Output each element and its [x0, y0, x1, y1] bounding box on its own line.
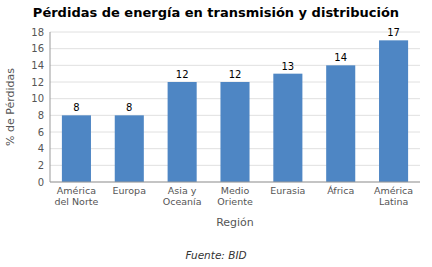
bar	[168, 82, 197, 182]
x-tick-label-line: África	[327, 185, 354, 196]
data-label: 8	[126, 102, 132, 113]
data-label: 12	[229, 69, 242, 80]
grid-line	[50, 32, 420, 33]
x-tick-label-line: Oceanía	[163, 196, 202, 207]
y-tick-label: 18	[31, 27, 44, 38]
bars	[62, 40, 408, 182]
data-label: 8	[73, 102, 79, 113]
bar	[326, 65, 355, 182]
y-tick-label: 12	[31, 77, 44, 88]
x-tick-label: Eurasia	[270, 185, 305, 196]
bar	[62, 115, 91, 182]
grid-line	[50, 182, 420, 183]
chart: Pérdidas de energía en transmisión y dis…	[0, 0, 432, 267]
y-tick-label: 14	[31, 60, 44, 71]
x-tick-label-line: del Norte	[54, 196, 98, 207]
annotation: Fuente: BID	[185, 249, 246, 261]
data-label: 13	[281, 61, 294, 72]
y-tick-label: 2	[38, 160, 44, 171]
grid-line	[50, 65, 420, 66]
x-tick-label: Asia yOceanía	[163, 185, 202, 207]
bar	[379, 40, 408, 182]
x-tick-label-line: Oriente	[217, 196, 253, 207]
grid-line	[50, 48, 420, 49]
x-tick-label: África	[327, 185, 354, 196]
y-axis	[50, 32, 51, 182]
title: Pérdidas de energía en transmisión y dis…	[33, 5, 399, 20]
x-tick-label-line: Medio	[221, 185, 250, 196]
x-tick-label-line: Europa	[113, 185, 146, 196]
x-tick-label-line: Asia y	[168, 185, 197, 196]
x-tick-label: Américadel Norte	[54, 185, 98, 207]
data-label: 17	[387, 27, 400, 38]
x-tick-label-line: Latina	[379, 196, 408, 207]
y-tick-label: 6	[38, 127, 44, 138]
y-tick-label: 0	[38, 177, 44, 188]
x-tick-label-line: América	[57, 185, 96, 196]
y-tick-label: 4	[38, 143, 44, 154]
x-tick-label-line: América	[374, 185, 413, 196]
grid	[50, 32, 420, 182]
data-label: 14	[334, 52, 347, 63]
y-tick-label: 10	[31, 93, 44, 104]
bar	[273, 74, 302, 182]
x-tick-label-line: Eurasia	[270, 185, 305, 196]
x-tick-label: AméricaLatina	[374, 185, 413, 207]
y-tick-label: 16	[31, 43, 44, 54]
x-tick-label: MedioOriente	[217, 185, 253, 207]
x-axis-label: Región	[216, 216, 254, 229]
x-axis	[50, 182, 420, 183]
chart-container: Pérdidas de energía en transmisión y dis…	[0, 0, 432, 267]
bar	[115, 115, 144, 182]
data-label: 12	[176, 69, 189, 80]
x-tick-label: Europa	[113, 185, 146, 196]
y-tick-label: 8	[38, 110, 44, 121]
y-axis-label: % de Pérdidas	[4, 68, 17, 146]
bar	[220, 82, 249, 182]
